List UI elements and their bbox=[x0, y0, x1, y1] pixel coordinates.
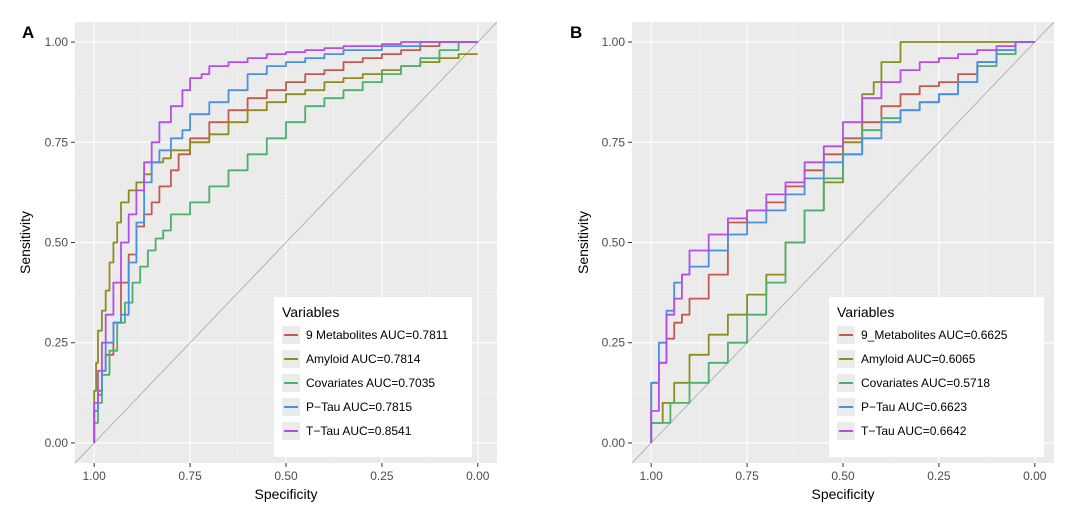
y-tick-label: 0.75 bbox=[602, 135, 626, 149]
legend-title: Variables bbox=[282, 304, 339, 320]
x-tick-label: 0.00 bbox=[466, 469, 490, 483]
y-axis-title: Sensitivity bbox=[575, 211, 591, 274]
legend-entry-label: 9 Metabolites AUC=0.7811 bbox=[306, 328, 449, 342]
y-tick-label: 0.75 bbox=[45, 135, 69, 149]
panel-A: 1.00 0.75 0.50 0.25 0.00 0.00 0.25 0.50 0.75 1.00… bbox=[17, 21, 498, 502]
y-tick-label: 0.00 bbox=[602, 436, 626, 450]
x-tick-label: 0.50 bbox=[831, 469, 855, 483]
series-line-4 bbox=[650, 41, 1035, 443]
x-tick-label: 0.75 bbox=[735, 469, 759, 483]
legend-entry-label: Amyloid AUC=0.6065 bbox=[861, 352, 976, 366]
legend-entry-label: T−Tau AUC=0.8541 bbox=[306, 424, 412, 438]
series-line-3 bbox=[93, 41, 478, 443]
legend-entry-label: P−Tau AUC=0.7815 bbox=[306, 400, 412, 414]
y-tick-label: 0.25 bbox=[602, 336, 626, 350]
x-axis-title: Specificity bbox=[811, 486, 874, 502]
legend-entry-label: T−Tau AUC=0.6642 bbox=[861, 424, 967, 438]
legend-entry-label: 9_Metabolites AUC=0.6625 bbox=[861, 328, 1008, 342]
y-tick-label: 1.00 bbox=[602, 35, 626, 49]
legend: Variables 9_Metabolites AUC=0.6625 Amyloid… bbox=[829, 297, 1044, 457]
x-tick-label: 0.50 bbox=[274, 469, 298, 483]
legend-entry-label: P−Tau AUC=0.6623 bbox=[861, 400, 967, 414]
legend-box bbox=[829, 297, 1044, 457]
x-tick-label: 0.75 bbox=[178, 469, 202, 483]
x-tick-label: 1.00 bbox=[83, 469, 107, 483]
legend-entry-label: Amyloid AUC=0.7814 bbox=[306, 352, 421, 366]
legend: Variables 9 Metabolites AUC=0.7811 Amyloid… bbox=[274, 297, 472, 457]
legend-entry-label: Covariates AUC=0.7035 bbox=[306, 376, 435, 390]
y-tick-label: 1.00 bbox=[45, 35, 69, 49]
y-tick-label: 0.25 bbox=[45, 336, 69, 350]
x-axis-title: Specificity bbox=[254, 486, 317, 502]
y-axis-title: Sensitivity bbox=[17, 211, 33, 274]
legend-entry-label: Covariates AUC=0.5718 bbox=[861, 376, 990, 390]
panel-label: A bbox=[22, 23, 34, 42]
chance-diagonal bbox=[631, 21, 1055, 464]
legend-title: Variables bbox=[837, 304, 894, 320]
legend-box bbox=[274, 297, 472, 457]
x-tick-label: 0.25 bbox=[927, 469, 951, 483]
x-tick-label: 0.25 bbox=[370, 469, 394, 483]
series-line-4 bbox=[93, 41, 478, 443]
chance-diagonal bbox=[74, 21, 498, 464]
y-tick-label: 0.50 bbox=[45, 236, 69, 250]
x-tick-label: 1.00 bbox=[640, 469, 664, 483]
panel-B: 1.00 0.75 0.50 0.25 0.00 0.00 0.25 0.50 0.75 1.00… bbox=[570, 21, 1055, 502]
y-tick-label: 0.50 bbox=[602, 236, 626, 250]
panel-label: B bbox=[570, 23, 582, 42]
y-tick-label: 0.00 bbox=[45, 436, 69, 450]
x-tick-label: 0.00 bbox=[1023, 469, 1047, 483]
